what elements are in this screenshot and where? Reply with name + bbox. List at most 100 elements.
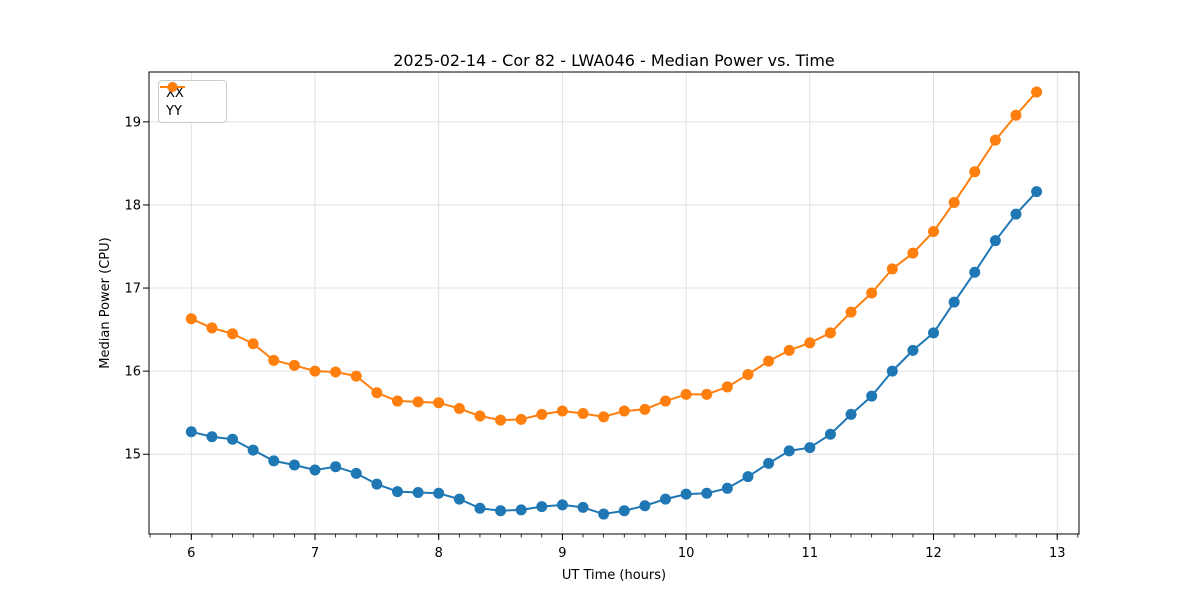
data-point-yy: [928, 226, 940, 238]
x-tick-label: 8: [435, 546, 443, 561]
data-point-yy: [989, 134, 1001, 146]
data-point-xx: [1031, 186, 1043, 198]
data-point-xx: [639, 500, 651, 512]
data-point-xx: [721, 482, 733, 494]
data-point-yy: [907, 247, 919, 259]
data-point-yy: [721, 381, 733, 393]
y-axis-label: Median Power (CPU): [98, 237, 113, 368]
data-point-xx: [453, 493, 465, 505]
data-point-xx: [206, 431, 218, 443]
data-point-xx: [701, 487, 713, 499]
x-tick-label: 10: [678, 546, 695, 561]
data-point-yy: [680, 388, 692, 400]
data-point-yy: [659, 395, 671, 407]
data-point-yy: [969, 166, 981, 178]
data-point-yy: [288, 359, 300, 371]
data-point-xx: [515, 504, 527, 516]
data-point-xx: [350, 467, 362, 479]
data-point-xx: [969, 266, 981, 278]
data-point-xx: [659, 493, 671, 505]
data-point-yy: [845, 306, 857, 318]
data-point-xx: [824, 428, 836, 440]
data-point-yy: [185, 313, 197, 325]
data-point-xx: [288, 459, 300, 471]
data-point-yy: [577, 408, 589, 420]
legend-label-yy: YY: [166, 103, 182, 119]
data-point-yy: [247, 338, 259, 350]
data-point-yy: [948, 196, 960, 208]
y-tick-label: 16: [124, 365, 141, 380]
data-point-yy: [371, 387, 383, 399]
x-tick-label: 9: [558, 546, 566, 561]
data-point-yy: [350, 370, 362, 382]
x-axis-label: UT Time (hours): [562, 568, 666, 583]
data-point-yy: [1031, 86, 1043, 98]
x-tick-label: 6: [187, 546, 195, 561]
data-point-xx: [989, 235, 1001, 247]
data-point-xx: [928, 327, 940, 339]
data-point-yy: [391, 395, 403, 407]
data-point-yy: [206, 322, 218, 334]
data-point-xx: [845, 408, 857, 420]
data-point-xx: [185, 426, 197, 438]
data-point-yy: [412, 396, 424, 408]
data-point-xx: [474, 502, 486, 514]
data-point-yy: [804, 337, 816, 349]
x-tick-label: 13: [1049, 546, 1066, 561]
legend-sample-yy-icon: [160, 82, 185, 92]
data-point-yy: [495, 414, 507, 426]
data-point-yy: [515, 413, 527, 425]
data-point-xx: [948, 296, 960, 308]
data-point-yy: [474, 410, 486, 422]
legend-item-yy: YY: [160, 82, 218, 121]
data-point-xx: [433, 487, 445, 499]
data-point-xx: [227, 433, 239, 445]
data-point-yy: [536, 408, 548, 420]
data-point-xx: [907, 344, 919, 356]
data-point-xx: [536, 501, 548, 513]
data-point-yy: [886, 263, 898, 275]
data-point-yy: [639, 403, 651, 415]
data-point-xx: [330, 461, 342, 473]
data-point-xx: [309, 464, 321, 476]
legend: XX YY: [158, 80, 227, 123]
data-point-xx: [680, 488, 692, 500]
data-point-yy: [824, 327, 836, 339]
chart-title: 2025-02-14 - Cor 82 - LWA046 - Median Po…: [393, 51, 835, 70]
data-point-yy: [1010, 109, 1022, 121]
data-point-xx: [495, 505, 507, 517]
data-point-xx: [598, 508, 610, 520]
y-tick-label: 17: [124, 282, 141, 297]
x-tick-label: 12: [925, 546, 942, 561]
data-point-xx: [1010, 208, 1022, 220]
data-point-xx: [886, 365, 898, 377]
data-point-xx: [268, 455, 280, 467]
data-point-yy: [742, 368, 754, 380]
x-tick-label: 7: [311, 546, 319, 561]
data-point-xx: [783, 445, 795, 457]
x-tick-label: 11: [802, 546, 819, 561]
data-point-yy: [763, 355, 775, 367]
data-point-yy: [433, 397, 445, 409]
y-tick-label: 18: [124, 198, 141, 213]
data-point-xx: [618, 505, 630, 517]
data-point-xx: [391, 486, 403, 498]
data-point-xx: [412, 486, 424, 498]
data-point-xx: [763, 457, 775, 469]
data-point-yy: [598, 411, 610, 423]
data-point-xx: [577, 501, 589, 513]
plot-border: [148, 71, 1080, 535]
data-point-xx: [247, 444, 259, 456]
data-point-yy: [866, 287, 878, 299]
data-point-yy: [701, 388, 713, 400]
y-tick-label: 19: [124, 115, 141, 130]
data-point-yy: [330, 366, 342, 378]
data-point-xx: [371, 478, 383, 490]
data-point-yy: [309, 365, 321, 377]
data-point-yy: [618, 405, 630, 417]
data-point-yy: [227, 328, 239, 340]
data-point-xx: [804, 442, 816, 454]
data-point-xx: [866, 390, 878, 402]
